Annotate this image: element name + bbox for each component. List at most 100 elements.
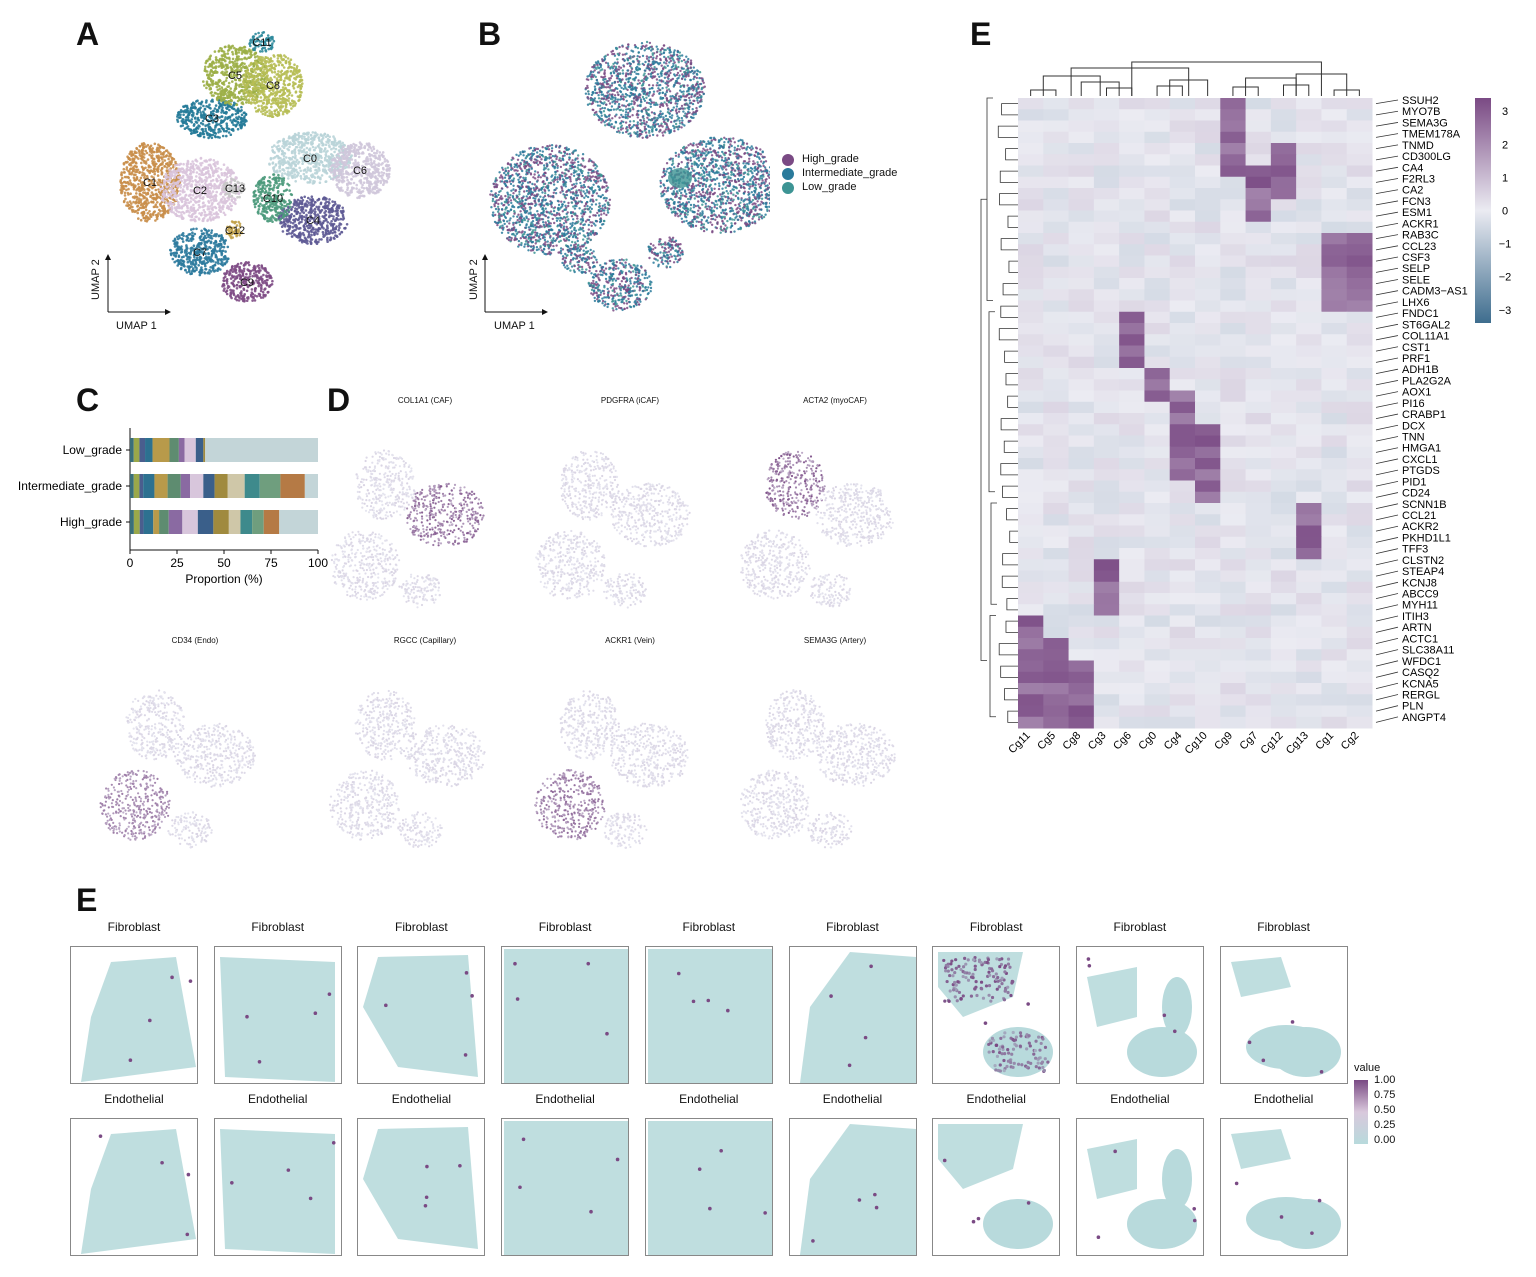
heatmap-row-label: CD300LG — [1402, 151, 1451, 163]
heatmap-column-label: Cg2 — [1339, 730, 1362, 753]
panel-label-e-bottom: E — [76, 882, 98, 918]
feature-plot-title: PDGFRA (iCAF) — [600, 396, 660, 405]
bar-segment — [190, 474, 204, 498]
bar-segment — [227, 474, 245, 498]
bar-segment — [139, 510, 144, 534]
heatmap-colorbar — [1475, 98, 1491, 323]
heatmap-row-label: CCL23 — [1402, 241, 1436, 253]
spatial-legend-title: value — [1354, 1062, 1381, 1074]
bar-segment — [180, 474, 191, 498]
grade-proportion-bar-chart: Low_grade Intermediate_grade High_grade 0 25… — [18, 428, 328, 586]
spatial-tile — [501, 946, 630, 1084]
heatmap-row-label: PLA2G2A — [1402, 375, 1452, 387]
low-grade-patch — [668, 168, 692, 188]
spatial-tile-title: Endothelial — [391, 1092, 452, 1106]
spatial-map-grid: Fibroblast Fibroblast Fibroblast Fibroblast… — [60, 920, 1536, 1277]
colorbar-tick-label: −3 — [1499, 305, 1512, 317]
cluster-label-c1: C1 — [143, 177, 157, 189]
bar-segment — [203, 438, 206, 462]
cluster-label-c5: C5 — [228, 70, 242, 82]
heatmap-row-label: ADH1B — [1402, 364, 1439, 376]
bar-tick-label: 100 — [308, 556, 328, 570]
heatmap-row-label: CLSTN2 — [1402, 555, 1444, 567]
legend-dot-intermediate — [782, 168, 794, 180]
spatial-tile-title: Fibroblast — [251, 920, 305, 934]
legend-label-intermediate: Intermediate_grade — [802, 167, 898, 179]
bar-segment — [145, 438, 153, 462]
cluster-label-c11: C11 — [252, 37, 271, 49]
heatmap-row-label: CA4 — [1402, 162, 1423, 174]
cluster-label-c2: C2 — [193, 185, 207, 197]
feature-plot-points — [534, 690, 689, 849]
cluster-label-c12: C12 — [225, 225, 245, 237]
legend-label-low: Low_grade — [802, 181, 857, 193]
cluster-label-c9: C9 — [240, 277, 254, 289]
umap-b-y-label: UMAP 2 — [468, 259, 480, 300]
bar-segment — [167, 474, 181, 498]
grade-legend: High_grade Intermediate_grade Low_grade — [782, 152, 952, 202]
bar-category-label: Intermediate_grade — [18, 479, 122, 493]
feature-plot-title: RGCC (Capillary) — [393, 636, 457, 645]
panel-label-b: B — [478, 16, 502, 52]
cluster-c8 — [242, 53, 304, 118]
heatmap-row-label: SELP — [1402, 263, 1430, 275]
spatial-tile-title: Fibroblast — [395, 920, 448, 934]
spatial-tile — [357, 1118, 486, 1256]
heatmap-row-label: F2RL3 — [1402, 174, 1435, 186]
umap-b-x-label: UMAP 1 — [494, 320, 535, 332]
feature-plot: ACKR1 (Vein) — [530, 630, 730, 850]
feature-plot-title: COL1A1 (CAF) — [397, 396, 453, 405]
cluster-label-c7: C7 — [193, 247, 207, 259]
cluster-c7 — [169, 227, 230, 277]
spatial-tile — [213, 1118, 342, 1256]
heatmap-row-label: CADM3−AS1 — [1402, 286, 1468, 298]
spatial-tile — [932, 1118, 1061, 1256]
heatmap-column-label: Cg6 — [1111, 730, 1134, 753]
heatmap-column-label: Cg12 — [1259, 730, 1286, 757]
feature-plot-title: SEMA3G (Artery) — [803, 636, 867, 645]
spatial-tile — [644, 946, 773, 1084]
spatial-legend-tick: 0.75 — [1374, 1089, 1396, 1101]
spatial-tile — [357, 946, 486, 1084]
feature-plot-title: ACKR1 (Vein) — [605, 636, 655, 645]
spatial-legend-tick: 0.50 — [1374, 1104, 1396, 1116]
heatmap-row-label: KCNJ8 — [1402, 577, 1437, 589]
spatial-tile — [644, 1118, 773, 1256]
bar-segment — [252, 510, 264, 534]
bar-segment — [205, 438, 318, 462]
bar-segment — [182, 510, 198, 534]
cluster-label-c8: C8 — [266, 80, 280, 92]
umap-a-x-label: UMAP 1 — [116, 320, 157, 332]
spatial-tile — [788, 1118, 917, 1256]
spatial-tile — [1219, 1118, 1348, 1256]
heatmap-row-label: LHX6 — [1402, 297, 1430, 309]
marker-gene-heatmap: SSUH2MYO7BSEMA3GTMEM178ATNMDCD300LGCA4F2… — [980, 61, 1512, 757]
bar-segment — [133, 510, 140, 534]
feature-plot: ACTA2 (myoCAF) — [735, 390, 935, 610]
spatial-tile — [70, 946, 198, 1084]
heatmap-row-label: CST1 — [1402, 342, 1430, 354]
spatial-tile — [501, 1118, 630, 1256]
bar-tick-label: 50 — [217, 556, 231, 570]
heatmap-row-label: CXCL1 — [1402, 454, 1437, 466]
spatial-tile-title: Fibroblast — [107, 920, 161, 934]
feature-plot-points — [330, 449, 485, 609]
heatmap-row-label: CD24 — [1402, 488, 1430, 500]
heatmap-row-label: TNMD — [1402, 140, 1434, 152]
spatial-tile — [1219, 946, 1348, 1084]
heatmap-row-label: CRABP1 — [1402, 409, 1446, 421]
spatial-tile-title: Fibroblast — [826, 920, 879, 934]
bar-segment — [139, 438, 146, 462]
bar-segment — [197, 510, 214, 534]
bar-category-label: High_grade — [60, 515, 122, 529]
heatmap-row-label: SLC38A11 — [1402, 645, 1454, 657]
bar-tick-label: 0 — [127, 556, 134, 570]
umap-cluster-plot: C0 C1 C2 C3 C4 C5 C6 C7 C8 C9 C10 C11 C12 C13 — [105, 31, 392, 315]
heatmap-row-label: ABCC9 — [1402, 589, 1439, 601]
spatial-legend-tick: 0.00 — [1374, 1134, 1396, 1146]
heatmap-column-label: Cg4 — [1162, 730, 1185, 753]
legend-dot-low — [782, 182, 794, 194]
feature-plot: COL1A1 (CAF) — [325, 390, 525, 610]
heatmap-row-label: STEAP4 — [1402, 566, 1444, 578]
cluster-label-c0: C0 — [303, 153, 317, 165]
